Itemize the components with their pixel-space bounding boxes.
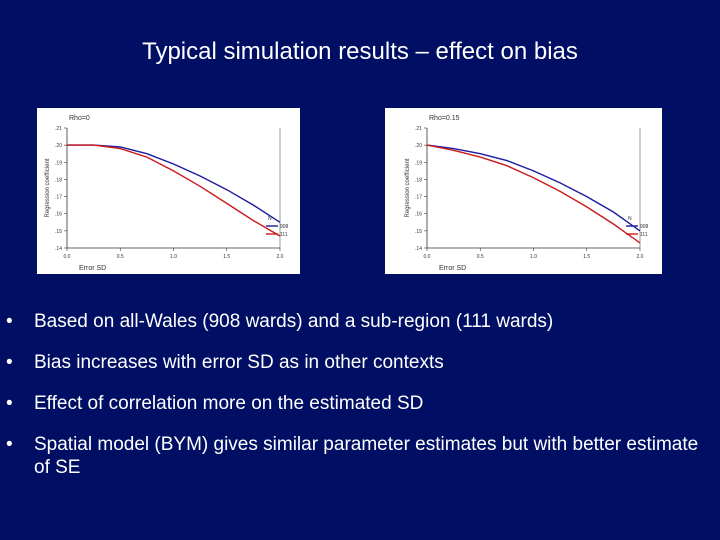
bullet-marker: •: [6, 311, 13, 332]
x-axis-label: Error SD: [79, 265, 106, 272]
bullet-text: Based on all-Wales (908 wards) and a sub…: [34, 311, 554, 332]
legend-label-908: 908: [280, 224, 289, 230]
legend-label-908: 908: [640, 224, 649, 230]
y-tick-label: .16: [55, 212, 62, 218]
series-line-908: [67, 144, 281, 223]
y-tick-label: .18: [415, 177, 422, 183]
chart-rho-015: .21 .20 .19 .18 .17 .16 .15 .14 0.0 0.5 1.0 1.5 2.0 R…: [385, 108, 662, 274]
x-tick-label: 0.0: [424, 254, 431, 260]
series-line-908: [426, 144, 641, 232]
y-tick-label: .20: [415, 143, 422, 149]
bullet-text: Spatial model (BYM) gives similar parame…: [34, 434, 699, 478]
y-tick-label: .21: [55, 126, 62, 132]
slide-title: Typical simulation results – effect on b…: [142, 38, 578, 65]
y-axis-label: Regression coefficient: [405, 158, 411, 217]
y-tick-label: .15: [415, 229, 422, 235]
y-tick-label: .21: [415, 126, 422, 132]
bullet-text: Effect of correlation more on the estima…: [34, 393, 424, 414]
y-tick-label: .14: [55, 246, 62, 252]
bullet-text: Bias increases with error SD as in other…: [34, 352, 444, 373]
x-tick-label: 0.0: [64, 254, 71, 260]
bullet-marker: •: [6, 352, 13, 373]
legend-title: N: [628, 216, 632, 222]
y-tick-label: .19: [415, 160, 422, 166]
bullet-item: • Bias increases with error SD as in oth…: [0, 351, 720, 374]
bullet-marker: •: [6, 434, 13, 455]
y-tick-label: .15: [55, 229, 62, 235]
x-tick-label: 1.0: [530, 254, 537, 260]
x-tick-label: 0.5: [117, 254, 124, 260]
series-line-111: [67, 144, 281, 237]
chart-group: .21 .20 .19 .18 .17 .16 .15 .140.0 0.5 1.0 1.5 2.0 R…: [45, 115, 289, 272]
x-tick-label: 2.0: [277, 254, 284, 260]
y-axis-label: Regression coefficient: [45, 158, 51, 217]
legend-label-111: 111: [280, 232, 288, 238]
y-tick-label: .17: [55, 195, 62, 201]
y-tick-label: .19: [55, 160, 62, 166]
chart-rho-0: .21 .20 .19 .18 .17 .16 .15 .14 0.0 0.5 1.0 1.5 2.0 R…: [37, 108, 300, 274]
y-tick-label: .14: [415, 246, 422, 252]
chart-rho-015-svg: .21 .20 .19 .18 .17 .16 .15 .140.0 0.5 1.0 1.5 2.0 R…: [405, 115, 649, 272]
chart-group: .21 .20 .19 .18 .17 .16 .15 .140.0 0.5 1.0 1.5 2.0 R…: [405, 115, 649, 272]
chart-title: Rho=0: [69, 115, 90, 122]
series-line-111: [426, 144, 641, 244]
bullet-marker: •: [6, 393, 13, 414]
y-tick-label: .20: [55, 143, 62, 149]
legend-title: N: [268, 216, 272, 222]
x-tick-label: 1.0: [170, 254, 177, 260]
bullet-item: • Based on all-Wales (908 wards) and a s…: [0, 310, 720, 333]
chart-title: Rho=0.15: [429, 115, 460, 122]
y-tick-label: .18: [55, 177, 62, 183]
bullet-item: • Effect of correlation more on the esti…: [0, 392, 720, 415]
x-tick-label: 2.0: [637, 254, 644, 260]
x-tick-label: 1.5: [223, 254, 230, 260]
chart-rho-0-svg: .21 .20 .19 .18 .17 .16 .15 .140.0 0.5 1.0 1.5 2.0 R…: [45, 115, 289, 272]
y-tick-label: .17: [415, 195, 422, 201]
x-tick-label: 1.5: [583, 254, 590, 260]
legend-label-111: 111: [640, 232, 648, 238]
x-axis-label: Error SD: [439, 265, 466, 272]
bullet-list: • Based on all-Wales (908 wards) and a s…: [0, 310, 720, 497]
x-tick-label: 0.5: [477, 254, 484, 260]
bullet-item: • Spatial model (BYM) gives similar para…: [0, 433, 720, 479]
y-tick-label: .16: [415, 212, 422, 218]
